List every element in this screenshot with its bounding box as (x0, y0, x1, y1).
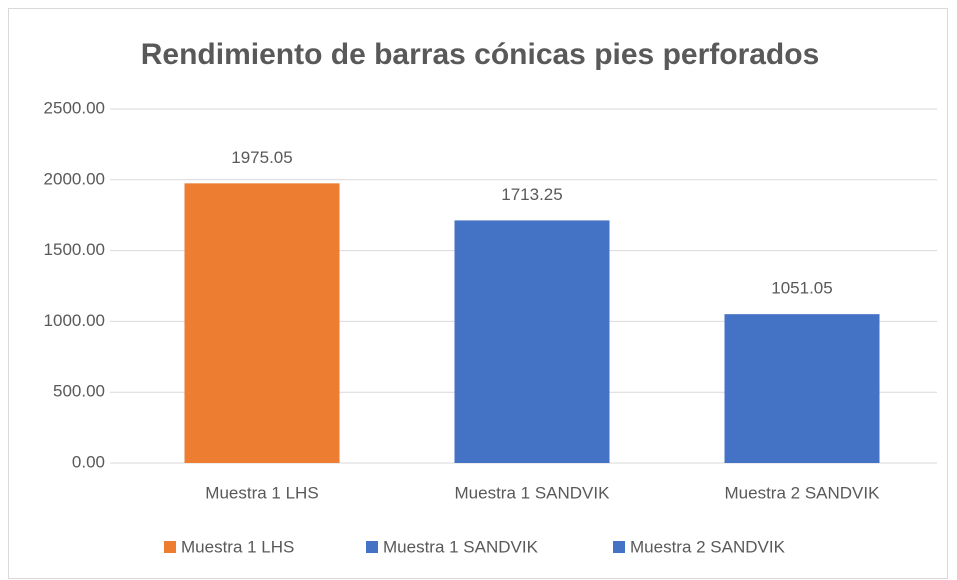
x-tick-label: Muestra 1 SANDVIK (455, 483, 611, 502)
y-tick-label: 500.00 (53, 382, 105, 401)
value-label: 1713.25 (501, 185, 562, 204)
legend-swatch (366, 541, 378, 553)
legend-swatch (164, 541, 176, 553)
bar (724, 314, 880, 463)
bar (454, 220, 610, 463)
legend-swatch (613, 541, 625, 553)
legend-label: Muestra 1 SANDVIK (383, 537, 539, 556)
value-label: 1975.05 (231, 148, 292, 167)
y-tick-label: 1500.00 (44, 240, 105, 259)
bar (184, 183, 340, 463)
legend-label: Muestra 2 SANDVIK (630, 537, 786, 556)
x-tick-label: Muestra 2 SANDVIK (725, 483, 881, 502)
value-label: 1051.05 (771, 279, 832, 298)
x-tick-label: Muestra 1 LHS (205, 483, 318, 502)
y-tick-label: 1000.00 (44, 311, 105, 330)
y-tick-label: 2000.00 (44, 169, 105, 188)
y-tick-label: 0.00 (72, 452, 105, 471)
legend-label: Muestra 1 LHS (181, 537, 294, 556)
chart-title: Rendimiento de barras cónicas pies perfo… (141, 38, 820, 71)
y-tick-label: 2500.00 (44, 98, 105, 117)
